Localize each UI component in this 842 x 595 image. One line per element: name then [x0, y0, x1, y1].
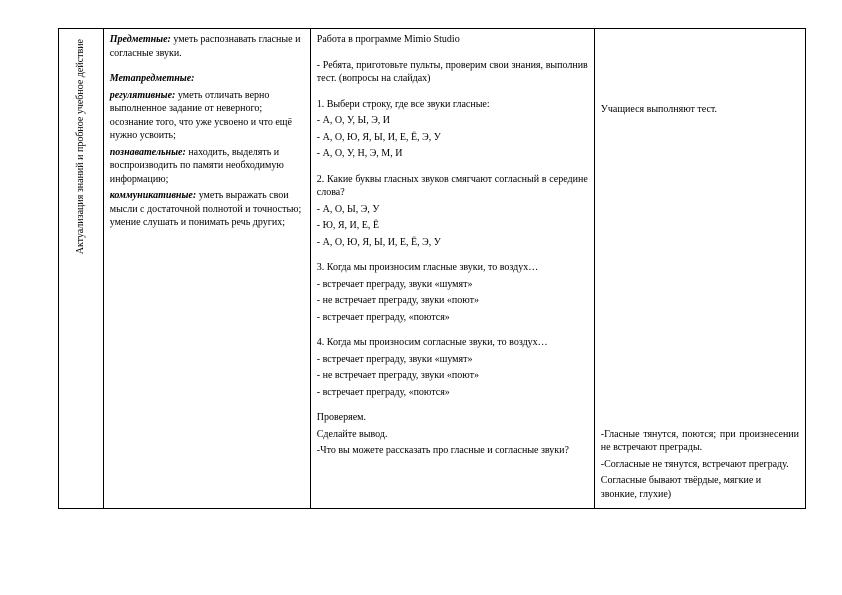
cell-goals: Предметные: уметь распознавать гласные и…: [103, 29, 310, 509]
q2-o3: - А, О, Ю, Я, Ы, И, Е, Ё, Э, У: [317, 236, 588, 250]
q3-o3: - встречает преграду, «поются»: [317, 311, 588, 325]
activity-check: Проверяем.: [317, 411, 588, 425]
q1-o1: - А, О, У, Ы, Э, И: [317, 114, 588, 128]
q3-o1: - встречает преграду, звуки «шумят»: [317, 278, 588, 292]
q4-o1: - встречает преграду, звуки «шумят»: [317, 353, 588, 367]
result-top: Учащиеся выполняют тест.: [601, 103, 799, 117]
cell-activity: Работа в программе Mimio Studio - Ребята…: [310, 29, 594, 509]
activity-ask: -Что вы можете рассказать про гласные и …: [317, 444, 588, 458]
q4: 4. Когда мы произносим согласные звуки, …: [317, 336, 588, 350]
q3-o2: - не встречает преграду, звуки «поют»: [317, 294, 588, 308]
stage-label: Актуализация знаний и пробное учебное де…: [74, 33, 88, 260]
q2: 2. Какие буквы гласных звуков смягчают с…: [317, 173, 588, 200]
label-komm: коммуникативные:: [110, 190, 196, 201]
result-b2: -Согласные не тянутся, встречают преград…: [601, 458, 799, 472]
q1: 1. Выбери строку, где все звуки гласные:: [317, 98, 588, 112]
q2-o2: - Ю, Я, И, Е, Ё: [317, 219, 588, 233]
table-row: Актуализация знаний и пробное учебное де…: [59, 29, 806, 509]
q3: 3. Когда мы произносим гласные звуки, то…: [317, 261, 588, 275]
goals-reg: регулятивные: уметь отличать верно выпол…: [110, 89, 304, 143]
cell-result: Учащиеся выполняют тест. -Гласные тянутс…: [594, 29, 805, 509]
label-pozn: познавательные:: [110, 147, 186, 158]
q1-o2: - А, О, Ю, Я, Ы, И, Е, Ё, Э, У: [317, 131, 588, 145]
q1-o3: - А, О, У, Н, Э, М, И: [317, 147, 588, 161]
activity-intro: - Ребята, приготовьте пульты, проверим с…: [317, 59, 588, 86]
q4-o3: - встречает преграду, «поются»: [317, 386, 588, 400]
goals-pozn: познавательные: находить, выделять и вос…: [110, 146, 304, 187]
label-predmet: Предметные:: [110, 34, 171, 45]
result-b3: Согласные бывают твёрдые, мягкие и звонк…: [601, 474, 799, 501]
activity-title: Работа в программе Mimio Studio: [317, 33, 588, 47]
q4-o2: - не встречает преграду, звуки «поют»: [317, 369, 588, 383]
cell-stage: Актуализация знаний и пробное учебное де…: [59, 29, 104, 509]
goals-komm: коммуникативные: уметь выражать свои мыс…: [110, 189, 304, 230]
label-reg: регулятивные:: [110, 90, 176, 101]
label-metapredmet: Метапредметные:: [110, 72, 304, 86]
goals-predmet: Предметные: уметь распознавать гласные и…: [110, 33, 304, 60]
q2-o1: - А, О, Ы, Э, У: [317, 203, 588, 217]
activity-conclude: Сделайте вывод.: [317, 428, 588, 442]
result-b1: -Гласные тянутся, поются; при произнесен…: [601, 428, 799, 455]
lesson-plan-table: Актуализация знаний и пробное учебное де…: [58, 28, 806, 509]
